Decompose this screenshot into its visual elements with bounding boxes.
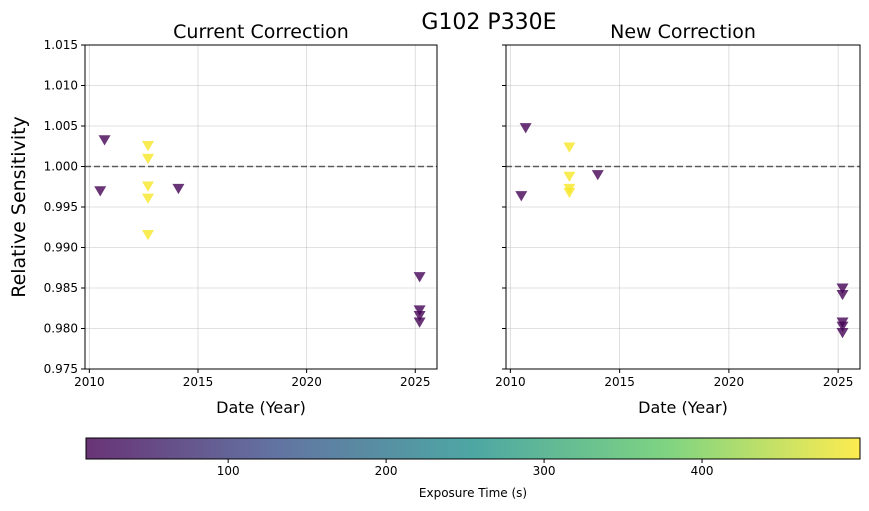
- data-point: [836, 289, 849, 301]
- colorbar-bar: [85, 437, 861, 460]
- y-tick-label: 0.985: [44, 281, 78, 295]
- x-tick-label: 2010: [495, 375, 526, 389]
- colorbar-tick-label: 200: [375, 464, 398, 478]
- y-tick-label: 0.995: [44, 200, 78, 214]
- data-point: [563, 142, 576, 153]
- data-point: [142, 153, 155, 165]
- x-axis-label: Date (Year): [216, 398, 306, 417]
- data-point: [142, 140, 155, 152]
- colorbar-tick-label: 300: [533, 464, 556, 478]
- x-tick-label: 2020: [291, 375, 322, 389]
- y-tick-label: 1.000: [44, 160, 78, 174]
- x-tick-label: 2020: [714, 375, 745, 389]
- data-point: [142, 193, 155, 204]
- panel-new-correction: 2010 2015 2020 2025 New Correction Date (Year…: [495, 21, 861, 417]
- colorbar-label: Exposure Time (s): [419, 486, 527, 500]
- y-tick-label: 1.015: [44, 38, 78, 52]
- data-point: [413, 272, 426, 283]
- data-point: [563, 171, 576, 182]
- y-tick-label: 0.975: [44, 362, 78, 376]
- data-point: [98, 135, 111, 146]
- y-axis-label: Relative Sensitivity: [8, 116, 30, 298]
- x-axis-label: Date (Year): [638, 398, 728, 417]
- y-tick-label: 1.010: [44, 79, 78, 93]
- figure-suptitle: G102 P330E: [421, 10, 556, 35]
- x-tick-label: 2010: [74, 375, 105, 389]
- data-point: [142, 181, 155, 192]
- data-point: [836, 283, 849, 294]
- data-point: [515, 191, 528, 202]
- data-point: [142, 230, 155, 241]
- data-point: [519, 123, 532, 134]
- colorbar: 100 200 300 400 Exposure Time (s): [85, 437, 861, 500]
- colorbar-tick-label: 400: [691, 464, 714, 478]
- x-tick-label: 2025: [400, 375, 431, 389]
- panel-title: New Correction: [610, 21, 756, 43]
- data-point: [413, 311, 426, 322]
- x-tick-label: 2015: [604, 375, 635, 389]
- colorbar-tick-label: 100: [217, 464, 240, 478]
- y-tick-label: 0.990: [44, 241, 78, 255]
- panels: 2010 2015 2020 2025 0.975 0.980 0.985 0.990 0.99…: [8, 21, 861, 417]
- data-point: [563, 187, 576, 199]
- x-tick-label: 2025: [823, 375, 854, 389]
- data-point: [591, 170, 604, 181]
- data-point: [172, 183, 185, 195]
- panel-current-correction: 2010 2015 2020 2025 0.975 0.980 0.985 0.990 0.99…: [8, 21, 438, 417]
- x-tick-label: 2015: [183, 375, 214, 389]
- data-point: [836, 328, 849, 339]
- panel-title: Current Correction: [173, 21, 349, 43]
- data-point: [413, 305, 426, 316]
- data-point: [94, 186, 107, 197]
- data-point: [413, 317, 426, 328]
- y-tick-label: 1.005: [44, 119, 78, 133]
- data-point: [836, 321, 849, 332]
- y-tick-label: 0.980: [44, 322, 78, 336]
